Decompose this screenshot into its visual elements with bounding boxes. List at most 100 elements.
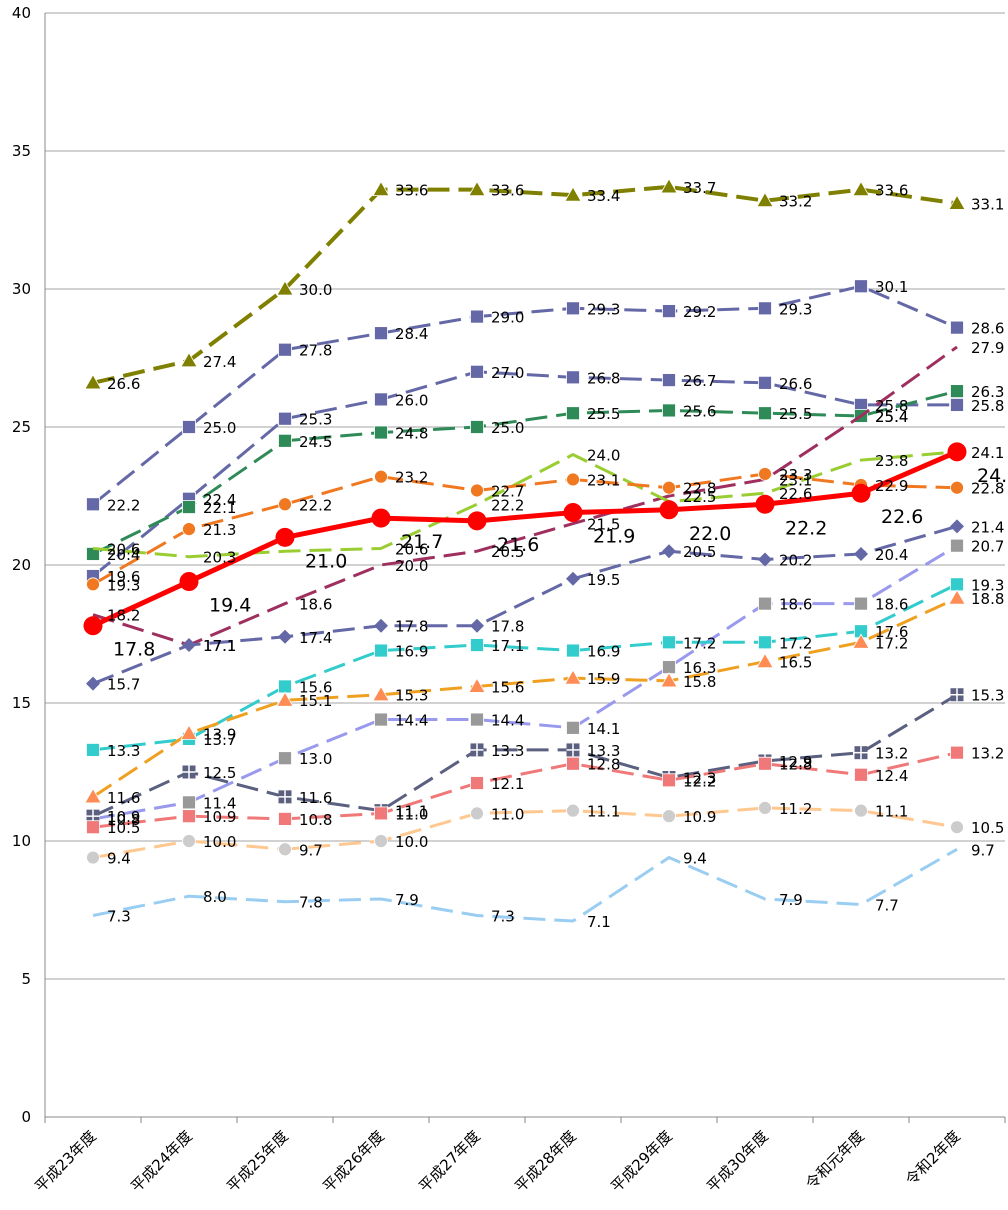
data-point bbox=[854, 546, 868, 561]
data-label: 22.9 bbox=[875, 477, 908, 495]
data-label: 19.5 bbox=[587, 571, 620, 589]
series-line bbox=[92, 847, 958, 923]
data-label: 12.9 bbox=[779, 753, 812, 771]
data-point bbox=[564, 669, 582, 685]
data-label: 29.3 bbox=[779, 300, 812, 318]
data-point bbox=[566, 370, 580, 385]
data-point bbox=[182, 809, 196, 824]
data-label: 18.8 bbox=[971, 590, 1004, 608]
x-tick-label: 平成25年度 bbox=[223, 1127, 292, 1196]
data-label: 7.3 bbox=[107, 908, 131, 926]
data-label: 10.0 bbox=[395, 833, 428, 851]
data-point bbox=[278, 812, 292, 826]
data-point bbox=[470, 618, 484, 633]
data-point bbox=[950, 745, 964, 760]
series-line bbox=[92, 544, 958, 821]
data-label: 21.4 bbox=[971, 518, 1004, 536]
data-point bbox=[278, 433, 292, 448]
data-label: 29.3 bbox=[587, 300, 620, 318]
data-label: 17.8 bbox=[395, 618, 428, 636]
data-label: 23.1 bbox=[587, 471, 620, 489]
data-point bbox=[854, 596, 868, 611]
data-label: 17.4 bbox=[299, 629, 332, 647]
data-label: 10.5 bbox=[971, 819, 1004, 837]
data-label: 15.6 bbox=[299, 678, 332, 696]
data-point bbox=[86, 547, 100, 561]
data-label: 16.5 bbox=[779, 654, 812, 672]
data-label: 21.9 bbox=[593, 526, 635, 548]
x-tick-label: 令和元年度 bbox=[802, 1127, 868, 1193]
data-label: 23.2 bbox=[395, 469, 428, 487]
series-layer bbox=[83, 178, 967, 923]
series-line bbox=[92, 450, 958, 559]
series-line bbox=[92, 389, 958, 556]
data-label: 20.4 bbox=[875, 546, 908, 564]
data-point bbox=[180, 724, 198, 740]
data-label: 19.4 bbox=[209, 595, 251, 617]
data-label: 22.6 bbox=[881, 506, 923, 528]
data-point bbox=[470, 806, 484, 821]
data-label: 7.9 bbox=[779, 891, 803, 909]
data-label: 11.1 bbox=[395, 803, 428, 821]
x-tick-label: 平成29年度 bbox=[607, 1127, 676, 1196]
data-point bbox=[660, 178, 678, 194]
gridlines bbox=[45, 12, 1005, 1118]
data-label: 25.8 bbox=[875, 397, 908, 415]
data-point bbox=[83, 616, 103, 636]
data-point bbox=[371, 508, 391, 528]
data-point bbox=[182, 795, 196, 810]
data-label: 13.3 bbox=[107, 742, 140, 760]
data-point bbox=[372, 685, 390, 702]
data-point bbox=[659, 500, 679, 520]
series-line bbox=[92, 582, 958, 752]
series-1 bbox=[84, 178, 966, 390]
data-label: 22.2 bbox=[299, 496, 332, 514]
data-point bbox=[278, 629, 292, 644]
data-point bbox=[278, 679, 292, 694]
series-line bbox=[92, 693, 958, 818]
data-label: 18.6 bbox=[779, 596, 812, 614]
data-point bbox=[182, 638, 196, 653]
data-label: 26.7 bbox=[683, 372, 716, 390]
data-label: 15.1 bbox=[299, 692, 332, 710]
data-label: 9.4 bbox=[107, 850, 131, 868]
data-label: 22.8 bbox=[683, 480, 716, 498]
data-point bbox=[950, 820, 964, 835]
data-label: 33.6 bbox=[491, 182, 524, 200]
data-point bbox=[374, 643, 388, 658]
data-point bbox=[278, 842, 292, 857]
data-point bbox=[950, 519, 964, 534]
data-point bbox=[470, 420, 484, 434]
data-label: 15.6 bbox=[491, 678, 524, 696]
data-label: 16.3 bbox=[683, 659, 716, 677]
data-label: 16.9 bbox=[587, 643, 620, 661]
axes bbox=[44, 13, 1006, 1123]
y-tick-label: 25 bbox=[12, 418, 31, 436]
data-label: 7.1 bbox=[587, 913, 611, 931]
data-label: 13.3 bbox=[587, 742, 620, 760]
data-label: 13.9 bbox=[203, 725, 236, 743]
data-point bbox=[374, 392, 388, 407]
data-label: 26.0 bbox=[395, 391, 428, 409]
data-point bbox=[947, 442, 967, 462]
series-line bbox=[92, 184, 958, 385]
data-point bbox=[470, 309, 484, 324]
data-label: 22.2 bbox=[491, 496, 524, 514]
data-point bbox=[660, 672, 678, 688]
data-point bbox=[182, 834, 196, 848]
data-point bbox=[470, 712, 484, 727]
data-point bbox=[278, 497, 292, 512]
data-label: 24.1 bbox=[971, 444, 1004, 462]
y-tick-label: 40 bbox=[12, 4, 31, 22]
y-axis-ticks: 0 5 10 15 20 25 30 35 40 bbox=[12, 4, 31, 1126]
data-point bbox=[276, 691, 294, 707]
series-line bbox=[92, 345, 958, 647]
data-label: 10.9 bbox=[107, 808, 140, 826]
data-label: 15.3 bbox=[971, 687, 1004, 705]
x-tick-label: 平成30年度 bbox=[703, 1127, 772, 1196]
data-point bbox=[470, 483, 484, 498]
data-label: 24.0 bbox=[587, 447, 620, 465]
data-label: 17.8 bbox=[491, 618, 524, 636]
data-label: 25.0 bbox=[203, 419, 236, 437]
data-point bbox=[566, 472, 580, 487]
